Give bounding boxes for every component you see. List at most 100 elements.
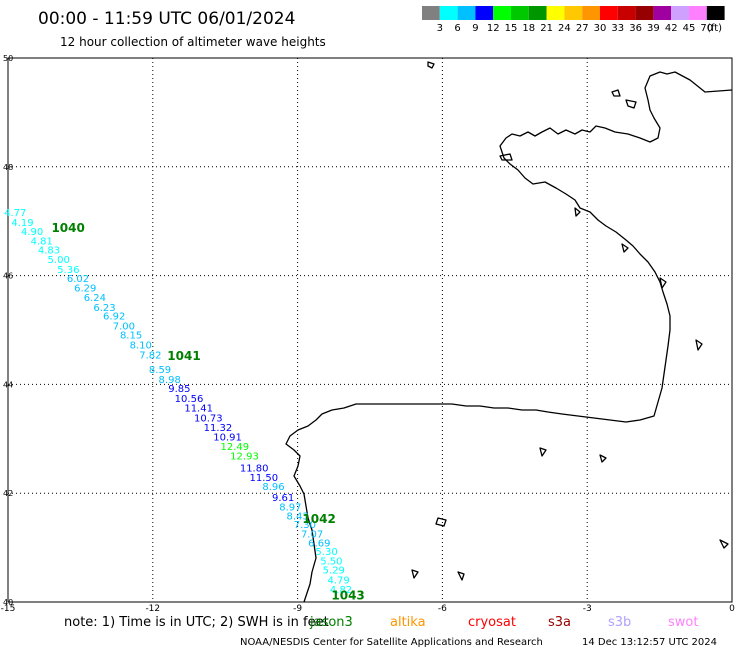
wave-height-label: 6.23 — [93, 303, 115, 314]
colorbar-label: 9 — [472, 23, 478, 34]
coast-cotentin — [285, 71, 733, 603]
coast-island — [719, 539, 729, 549]
wave-height-label: 4.19 — [11, 218, 33, 229]
wave-height-label: 8.59 — [149, 365, 171, 376]
wave-height-label: 11.32 — [204, 423, 233, 434]
colorbar-label: 45 — [683, 23, 696, 34]
colorbar-label: 24 — [558, 23, 571, 34]
wave-height-label: 8.98 — [159, 375, 181, 386]
coast-island — [539, 447, 547, 457]
wave-height-label: 4.82 — [330, 585, 352, 596]
satellite-name: cryosat — [468, 615, 516, 630]
wave-height-colorbar: 3 6 9 12 15 18 21 24 27 30 33 36 39 42 45 70 — [422, 6, 725, 34]
colorbar-label: 36 — [629, 23, 642, 34]
y-tick-label: 46 — [3, 272, 13, 281]
wave-height-label: 4.79 — [327, 576, 349, 587]
wave-height-label: 9.85 — [168, 384, 190, 395]
x-tick-label: -9 — [293, 604, 302, 614]
wave-height-label: 7.30 — [294, 520, 316, 531]
colorbar-label: 3 — [437, 23, 443, 34]
colorbar-swatch — [582, 6, 600, 20]
wave-height-label: 6.24 — [84, 293, 106, 304]
colorbar-swatch — [671, 6, 689, 20]
satellite-legend: jason3 altika cryosat s3a s3b swot — [309, 615, 698, 630]
colorbar-label: 12 — [487, 23, 500, 34]
colorbar-swatch — [422, 6, 440, 20]
track-label: 1042 — [302, 512, 335, 526]
coast-island — [427, 61, 435, 69]
wave-height-label: 5.50 — [320, 556, 342, 567]
wave-height-label: 5.30 — [315, 547, 337, 558]
wave-height-label: 11.41 — [184, 404, 213, 415]
coast-island — [611, 89, 621, 97]
colorbar-swatch — [600, 6, 618, 20]
wave-height-label: 10.73 — [194, 413, 223, 424]
wave-height-label: 6.29 — [74, 283, 96, 294]
wave-height-label: 7.07 — [301, 529, 323, 540]
colorbar-label: 39 — [647, 23, 660, 34]
wave-height-label: 8.97 — [279, 503, 301, 514]
colorbar-swatch — [546, 6, 565, 20]
wave-height-label: 5.36 — [57, 265, 79, 276]
wave-height-label: 10.91 — [213, 432, 242, 443]
wave-height-label: 9.61 — [272, 493, 294, 504]
wave-height-label: 6.92 — [103, 312, 125, 323]
map-title: 00:00 - 11:59 UTC 06/01/2024 — [38, 9, 295, 29]
wave-height-labels: 4.774.194.904.814.835.005.366.026.296.24… — [4, 208, 352, 596]
graticule — [8, 58, 732, 602]
y-tick-label: 50 — [3, 54, 13, 63]
wave-height-label: 5.00 — [48, 255, 70, 266]
y-tick-label: 40 — [3, 598, 13, 607]
x-tick-label: 0 — [729, 604, 735, 614]
coast-island — [625, 99, 637, 109]
wave-height-label: 8.10 — [130, 340, 152, 351]
colorbar-label: 42 — [665, 23, 678, 34]
x-tick-label: -12 — [145, 604, 160, 614]
satellite-name: swot — [668, 615, 698, 630]
colorbar-label: 70 — [700, 23, 713, 34]
colorbar-swatch — [635, 6, 654, 20]
coastline — [285, 61, 733, 603]
wave-height-label: 4.83 — [38, 245, 60, 256]
colorbar-label: 30 — [594, 23, 607, 34]
wave-height-label: 12.93 — [230, 451, 259, 462]
colorbar-swatch — [653, 6, 672, 20]
coast-island — [621, 243, 629, 253]
x-tick-label: -3 — [583, 604, 592, 614]
map-subtitle: 12 hour collection of altimeter wave hei… — [60, 35, 326, 49]
colorbar-unit: (ft) — [707, 23, 722, 34]
colorbar-swatch — [475, 6, 494, 20]
coast-island — [695, 339, 703, 351]
coast-island — [499, 153, 513, 161]
colorbar-swatch — [439, 6, 458, 20]
colorbar-swatch — [511, 6, 529, 20]
wave-height-label: 5.29 — [323, 566, 345, 577]
colorbar-swatch — [493, 6, 511, 20]
wave-height-label: 12.49 — [221, 442, 250, 453]
wave-height-label: 8.96 — [262, 482, 284, 493]
wave-height-label: 6.02 — [67, 274, 89, 285]
track-labels: 1040 1041 1042 1043 — [51, 221, 364, 602]
footer-timestamp: 14 Dec 13:12:57 UTC 2024 — [582, 637, 717, 648]
y-tick-label: 48 — [3, 163, 13, 172]
track-label: 1041 — [167, 349, 200, 363]
satellite-name: altika — [390, 615, 426, 630]
y-tick-label: 42 — [3, 489, 13, 498]
coast-island — [574, 207, 581, 217]
colorbar-label: 27 — [576, 23, 589, 34]
wave-height-label: 7.00 — [113, 321, 135, 332]
wave-height-label: 8.43 — [286, 511, 308, 522]
colorbar-swatch — [457, 6, 476, 20]
wave-height-label: 8.15 — [120, 331, 142, 342]
wave-height-label: 11.50 — [249, 473, 278, 484]
colorbar-label: 21 — [540, 23, 553, 34]
x-tick-label: -15 — [1, 604, 16, 614]
footer-note: note: 1) Time is in UTC; 2) SWH is in fe… — [64, 615, 329, 630]
colorbar-label: 33 — [611, 23, 624, 34]
track-label: 1040 — [51, 221, 84, 235]
wave-height-label: 4.90 — [21, 227, 43, 238]
wave-height-label: 7.82 — [139, 350, 161, 361]
wave-height-label: 6.69 — [308, 539, 330, 550]
